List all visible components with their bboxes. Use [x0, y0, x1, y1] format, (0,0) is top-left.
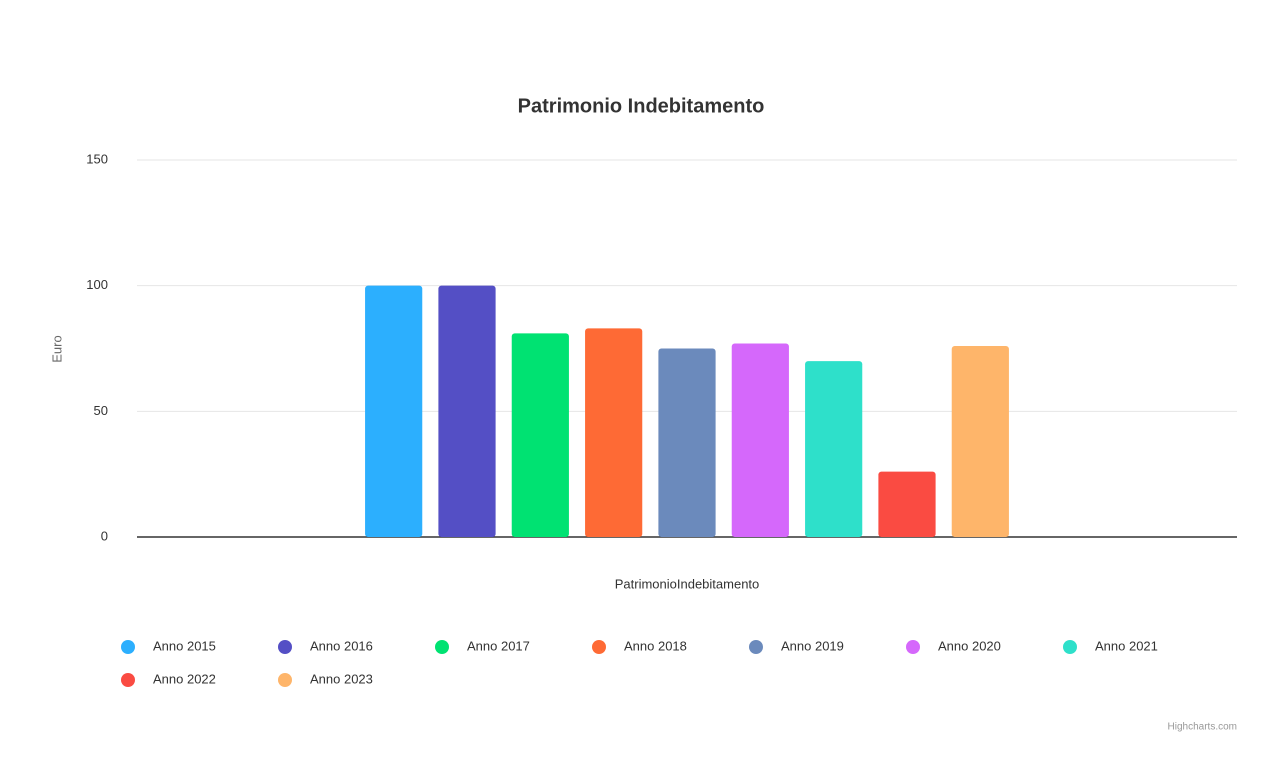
legend-label[interactable]: Anno 2017 [467, 638, 530, 653]
bar[interactable] [878, 471, 936, 537]
legend-label[interactable]: Anno 2023 [310, 671, 373, 686]
legend-symbol[interactable] [278, 640, 292, 654]
legend-symbol[interactable] [749, 640, 763, 654]
legend-label[interactable]: Anno 2019 [781, 638, 844, 653]
y-tick-label: 150 [86, 151, 108, 166]
credits[interactable]: Highcharts.com [1168, 722, 1237, 733]
legend-symbol[interactable] [121, 640, 135, 654]
legend-label[interactable]: Anno 2022 [153, 671, 216, 686]
y-tick-label: 50 [94, 403, 108, 418]
bar[interactable] [585, 328, 643, 537]
legend-label[interactable]: Anno 2021 [1095, 638, 1158, 653]
legend-label[interactable]: Anno 2018 [624, 638, 687, 653]
bar[interactable] [951, 345, 1009, 537]
bar[interactable] [731, 343, 789, 537]
x-axis-title: PatrimonioIndebitamento [615, 576, 760, 591]
bar[interactable] [511, 333, 569, 537]
legend-symbol[interactable] [121, 673, 135, 687]
y-axis-title: Euro [49, 335, 64, 362]
bar[interactable] [805, 361, 863, 537]
bar[interactable] [438, 285, 496, 537]
bar[interactable] [658, 348, 716, 538]
y-tick-label: 100 [86, 277, 108, 292]
legend-label[interactable]: Anno 2015 [153, 638, 216, 653]
legend-label[interactable]: Anno 2016 [310, 638, 373, 653]
legend-label[interactable]: Anno 2020 [938, 638, 1001, 653]
legend-symbol[interactable] [1063, 640, 1077, 654]
legend-symbol[interactable] [592, 640, 606, 654]
bar[interactable] [365, 285, 423, 537]
chart-title: Patrimonio Indebitamento [518, 95, 765, 117]
legend-symbol[interactable] [435, 640, 449, 654]
legend-symbol[interactable] [278, 673, 292, 687]
y-tick-label: 0 [101, 528, 108, 543]
legend-symbol[interactable] [906, 640, 920, 654]
